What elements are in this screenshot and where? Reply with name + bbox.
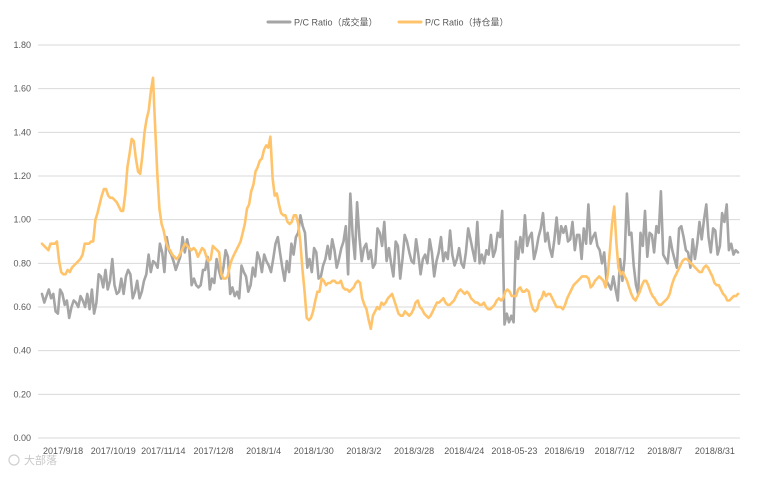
gridlines (38, 44, 740, 439)
x-tick-label: 2017/9/18 (43, 446, 83, 456)
x-tick-label: 2018/4/24 (444, 446, 484, 456)
watermark-logo-icon (8, 454, 20, 466)
y-tick-label: 1.20 (13, 171, 31, 181)
x-tick-label: 2018/3/2 (346, 446, 381, 456)
x-tick-label: 2018/6/19 (544, 446, 584, 456)
x-tick-label: 2018/7/12 (595, 446, 635, 456)
x-tick-label: 2018/3/28 (394, 446, 434, 456)
x-tick-label: 2018/1/4 (246, 446, 281, 456)
x-axis-tick-labels: 2017/9/18 2017/10/19 2017/11/14 2017/12/8 20… (43, 446, 735, 456)
legend-label-series-2: P/C Ratio（持仓量） (425, 17, 509, 28)
y-tick-label: 0.00 (13, 433, 31, 443)
y-tick-label: 1.60 (13, 84, 31, 94)
series-line-2 (40, 76, 740, 331)
x-tick-label: 2018/8/31 (695, 446, 735, 456)
y-tick-label: 0.20 (13, 389, 31, 399)
x-tick-label: 2018-05-23 (491, 446, 537, 456)
y-tick-label: 0.80 (13, 258, 31, 268)
y-axis-tick-labels: 0.00 0.20 0.40 0.60 0.80 1.00 1.20 1.40 1.60 1.80 (13, 40, 31, 443)
x-tick-label: 2017/10/19 (91, 446, 136, 456)
y-tick-label: 1.40 (13, 127, 31, 137)
y-tick-label: 0.40 (13, 346, 31, 356)
series-lines (40, 76, 740, 331)
x-tick-label: 2018/1/30 (294, 446, 334, 456)
legend: P/C Ratio（成交量） P/C Ratio（持仓量） (266, 17, 509, 28)
y-tick-label: 0.60 (13, 302, 31, 312)
legend-label-series-1: P/C Ratio（成交量） (294, 17, 378, 28)
y-tick-label: 1.00 (13, 215, 31, 225)
x-tick-label: 2017/11/14 (141, 446, 185, 456)
y-tick-label: 1.80 (13, 40, 31, 50)
watermark: 大部落 (8, 453, 57, 467)
series-line-1 (40, 190, 740, 326)
x-tick-label: 2018/8/7 (647, 446, 682, 456)
x-tick-label: 2017/12/8 (193, 446, 233, 456)
watermark-text: 大部落 (24, 453, 57, 467)
